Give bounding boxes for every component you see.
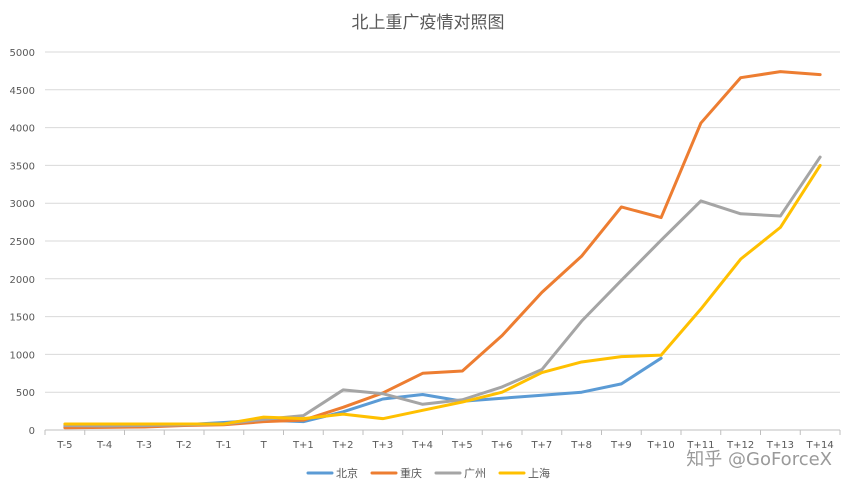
y-tick-label: 0 (29, 426, 35, 437)
y-axis-ticks: 0 500 1000 1500 2000 2500 3000 3500 4000 4500 5000 (10, 48, 35, 437)
x-tick-label: T-2 (176, 440, 192, 451)
legend-label-3: 上海 (528, 466, 550, 480)
x-tick-label: T+8 (570, 440, 592, 451)
legend-label-1: 重庆 (400, 466, 422, 480)
y-tick-label: 2000 (10, 275, 35, 286)
series-line-2 (63, 155, 822, 428)
x-tick-label: T+12 (726, 440, 754, 451)
x-tick-label: T+13 (766, 440, 794, 451)
x-tick-label: T+10 (647, 440, 675, 451)
y-tick-label: 4500 (10, 86, 35, 97)
series-line-3 (63, 163, 822, 426)
y-tick-label: 4000 (10, 124, 35, 135)
y-tick-label: 2500 (10, 237, 35, 248)
x-tick-label: T+6 (491, 440, 513, 451)
x-tick-label: T+2 (332, 440, 354, 451)
gridlines (45, 51, 840, 431)
x-tick-label: T+1 (292, 440, 314, 451)
x-tick-label: T+11 (686, 440, 714, 451)
legend-label-0: 北京 (336, 466, 358, 480)
x-tick-label: T-5 (56, 440, 72, 451)
y-tick-label: 500 (16, 388, 35, 399)
y-tick-label: 3500 (10, 161, 35, 172)
x-tick-label: T-3 (136, 440, 152, 451)
legend-label-2: 广州 (464, 467, 486, 480)
x-axis-ticks: T-5 T-4 T-3 T-2 T-1 T T+1 T+2 T+3 T+4 T+5 T+6 T+7 T+8… (44, 430, 841, 451)
series-line-1 (63, 70, 822, 430)
x-tick-label: T+9 (610, 440, 632, 451)
x-tick-label: T+14 (806, 440, 834, 451)
y-tick-label: 1500 (10, 313, 35, 324)
x-tick-label: T+3 (371, 440, 393, 451)
y-tick-label: 5000 (10, 48, 35, 59)
x-tick-label: T+7 (530, 440, 552, 451)
x-tick-label: T (260, 440, 268, 451)
x-tick-label: T-4 (96, 440, 112, 451)
series-lines (63, 70, 822, 430)
watermark-text: 知乎 @GoForceX (686, 449, 832, 470)
x-tick-label: T-1 (215, 440, 231, 451)
chart-title: 北上重广疫情对照图 (352, 13, 505, 33)
x-tick-label: T+4 (411, 440, 433, 451)
y-tick-label: 1000 (10, 350, 35, 361)
x-tick-label: T+5 (451, 440, 473, 451)
y-tick-label: 3000 (10, 199, 35, 210)
legend: 北京 重庆 广州 上海 (306, 466, 550, 480)
